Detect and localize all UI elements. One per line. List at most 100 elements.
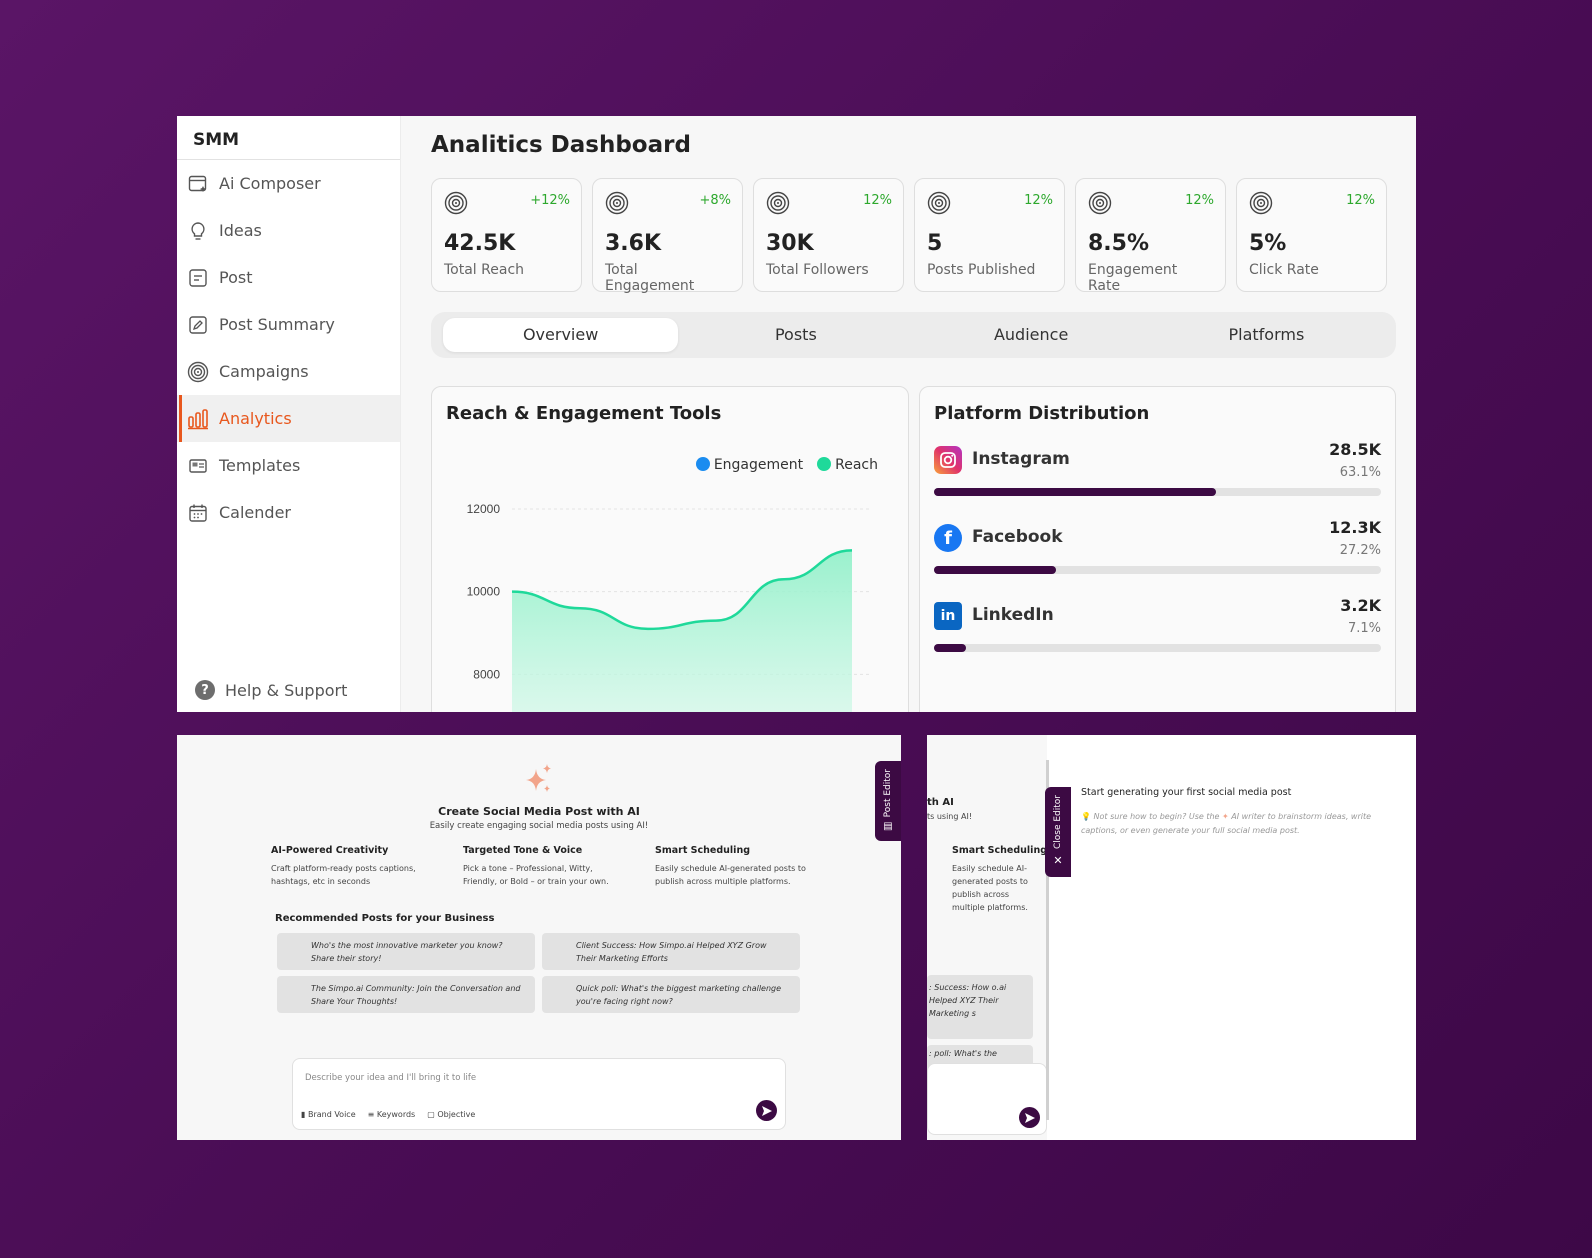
platform-instagram: Instagram 28.5K 63.1%: [920, 440, 1395, 496]
post-editor-tab[interactable]: Post Editor ▤: [875, 761, 901, 841]
stat-delta: 12%: [863, 193, 892, 208]
clipped-hero-title: th AI: [927, 797, 954, 808]
stat-value: 42.5K: [444, 231, 516, 256]
legend-item-reach: Reach: [817, 457, 878, 473]
platform-pct: 7.1%: [1347, 621, 1381, 636]
platform-name: LinkedIn: [972, 605, 1054, 625]
scrollbar[interactable]: [1046, 760, 1049, 1120]
ai-composer-icon: [187, 173, 209, 195]
platform-count: 3.2K: [1340, 596, 1381, 615]
feature-item: Smart Scheduling Easily schedule AI-gene…: [655, 845, 813, 888]
send-button[interactable]: [756, 1100, 777, 1121]
sidebar-item-calender[interactable]: Calender: [177, 489, 400, 536]
platform-linkedin: in LinkedIn 3.2K 7.1%: [920, 596, 1395, 652]
target-icon: [1249, 191, 1273, 215]
stat-delta: +12%: [530, 193, 570, 208]
platform-name: Instagram: [972, 449, 1070, 469]
idea-input-placeholder[interactable]: Describe your idea and I'll bring it to …: [305, 1073, 477, 1083]
stat-label: Posts Published: [927, 262, 1036, 278]
feature-item: AI-Powered Creativity Craft platform-rea…: [271, 845, 429, 888]
feature-title: Smart Scheduling: [655, 845, 751, 856]
document-icon: ▤: [883, 821, 893, 833]
target-icon: [187, 361, 209, 383]
sidebar-item-label: Ai Composer: [219, 174, 321, 193]
target-icon: [1088, 191, 1112, 215]
help-icon: ?: [195, 680, 215, 700]
stat-label: Engagement Rate: [1088, 262, 1178, 294]
post-editor-label: Post Editor: [883, 769, 893, 818]
clipped-recommended-post[interactable]: : Success: How o.ai Helped XYZ Their Mar…: [927, 975, 1033, 1039]
recommended-post[interactable]: Client Success: How Simpo.ai Helped XYZ …: [542, 933, 800, 970]
tab-posts[interactable]: Posts: [774, 325, 817, 344]
sidebar-item-analytics[interactable]: Analytics: [177, 395, 400, 442]
editor-tip: 💡 Not sure how to begin? Use the ✦ AI wr…: [1081, 810, 1404, 838]
legend-item-engagement: Engagement: [695, 457, 803, 473]
ai-composer-window: Create Social Media Post with AI Easily …: [177, 735, 901, 1140]
recommended-post[interactable]: Who's the most innovative marketer you k…: [277, 933, 535, 970]
chart-legend: Engagement Reach: [695, 457, 878, 473]
y-tick-label: 10000: [467, 585, 501, 599]
chart-title: Reach & Engagement Tools: [446, 403, 722, 424]
platform-distribution-card: Platform Distribution Instagram 28.5K 63…: [919, 386, 1396, 712]
post-icon: [187, 267, 209, 289]
stat-value: 8.5%: [1088, 231, 1150, 256]
analytics-window: SMM Ai Composer Ideas Post Post Summary: [177, 116, 1416, 712]
recommended-title: Recommended Posts for your Business: [275, 913, 495, 924]
series-line-reach: [511, 549, 853, 631]
stat-label: Total Engagement: [605, 262, 695, 294]
send-icon: [1024, 1112, 1035, 1123]
close-editor-tab[interactable]: Close Editor ✕: [1045, 787, 1071, 877]
sidebar-item-post-summary[interactable]: Post Summary: [177, 301, 400, 348]
sidebar-item-campaigns[interactable]: Campaigns: [177, 348, 400, 395]
area-chart: 120001000080006000: [467, 502, 872, 712]
send-button[interactable]: [1019, 1107, 1040, 1128]
stat-label: Click Rate: [1249, 262, 1319, 278]
sidebar-item-ai-composer[interactable]: Ai Composer: [177, 160, 400, 207]
help-label: Help & Support: [225, 680, 348, 700]
tab-audience[interactable]: Audience: [993, 325, 1069, 344]
tab-platforms[interactable]: Platforms: [1228, 325, 1305, 344]
send-icon: [761, 1105, 772, 1116]
sidebar-item-post[interactable]: Post: [177, 254, 400, 301]
distribution-title: Platform Distribution: [934, 403, 1150, 424]
help-support-link[interactable]: ? Help & Support: [195, 680, 347, 700]
tip-text-after: AI writer to brainstorm ideas, write cap…: [1081, 812, 1372, 835]
feature-desc: Pick a tone – Professional, Witty, Frien…: [463, 864, 609, 886]
platform-count: 12.3K: [1329, 518, 1381, 537]
stat-value: 5: [927, 231, 943, 256]
objective-option[interactable]: ▢ Objective: [427, 1110, 476, 1119]
composer-options: ▮ Brand Voice ≡ Keywords ▢ Objective: [301, 1110, 475, 1119]
stat-delta: 12%: [1346, 193, 1375, 208]
stat-card: +8% 3.6K Total Engagement: [592, 178, 743, 294]
stat-value: 5%: [1249, 231, 1287, 256]
close-icon: ✕: [1053, 854, 1063, 868]
close-editor-label: Close Editor: [1053, 795, 1063, 850]
platform-count: 28.5K: [1329, 440, 1381, 459]
lightbulb-icon: 💡: [1081, 812, 1091, 821]
y-tick-label: 12000: [467, 502, 501, 516]
tab-overview[interactable]: Overview: [443, 318, 679, 352]
composer-title: Create Social Media Post with AI: [438, 805, 640, 818]
sparkle-icon: [526, 764, 551, 792]
sidebar-item-label: Post Summary: [219, 315, 335, 334]
platform-pct: 27.2%: [1339, 543, 1381, 558]
stat-card: 12% 5 Posts Published: [914, 178, 1065, 292]
clipped-feature-title: Smart Scheduling: [952, 845, 1047, 856]
sidebar-item-templates[interactable]: Templates: [177, 442, 400, 489]
templates-icon: [187, 455, 209, 477]
recommended-post[interactable]: Quick poll: What's the biggest marketing…: [542, 976, 800, 1013]
brand-voice-option[interactable]: ▮ Brand Voice: [301, 1110, 356, 1119]
idea-input-box[interactable]: Describe your idea and I'll bring it to …: [292, 1058, 786, 1130]
sparkle-icon: ✦: [1222, 812, 1229, 821]
composer-subtitle: Easily create engaging social media post…: [429, 821, 649, 831]
progress-track: [934, 566, 1381, 574]
tab-bar: Overview Posts Audience Platforms: [431, 312, 1396, 358]
recommended-post[interactable]: The Simpo.ai Community: Join the Convers…: [277, 976, 535, 1013]
progress-track: [934, 488, 1381, 496]
clipped-idea-input[interactable]: [927, 1063, 1047, 1135]
instagram-icon: [934, 446, 962, 474]
tip-text-before: Not sure how to begin? Use the: [1093, 812, 1220, 821]
keywords-option[interactable]: ≡ Keywords: [367, 1110, 416, 1119]
sidebar-item-ideas[interactable]: Ideas: [177, 207, 400, 254]
clipped-feature-desc: Easily schedule AI-generated posts to pu…: [952, 864, 1028, 912]
